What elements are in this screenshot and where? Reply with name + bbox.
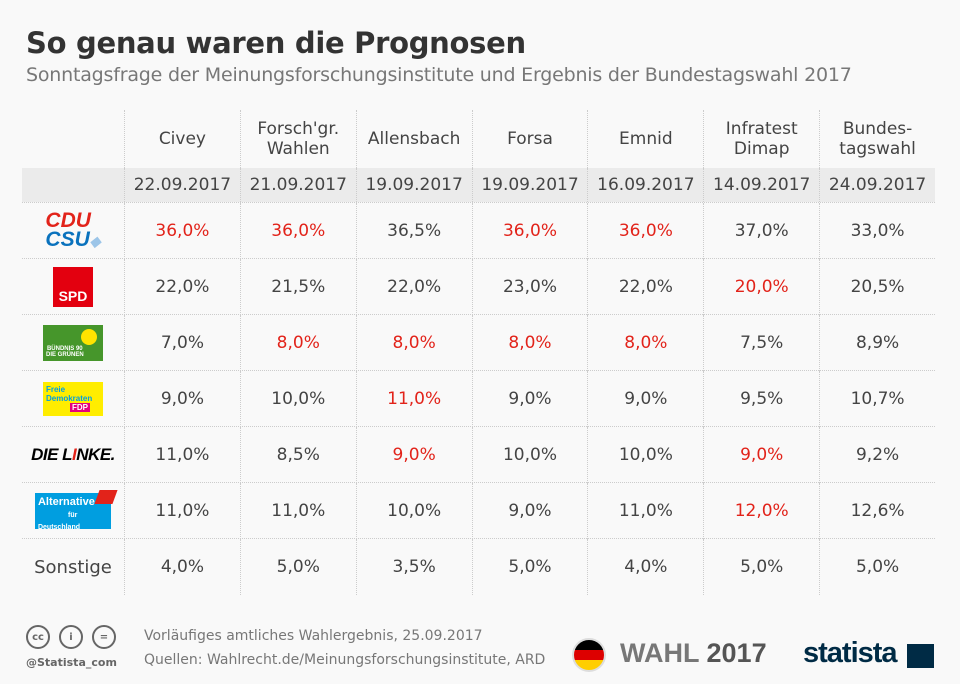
header-row: Civey Forsch'gr. Wahlen Allensbach Forsa Emn… [22, 110, 935, 168]
by-icon: i [59, 625, 83, 649]
value-cell: 36,0% [587, 203, 703, 259]
value-cell: 10,0% [471, 427, 588, 483]
value-cell: 9,0% [471, 483, 588, 539]
cc-icon: cc [26, 625, 50, 649]
value-cell: 5,0% [239, 539, 356, 595]
value-cell: 5,0% [471, 539, 588, 595]
footnote: Vorläufiges amtliches Wahlergebnis, 25.0… [144, 628, 483, 644]
table-row: Freie Demokraten FDP 9,0% 10,0% 11,0% 9,0% 9,0%… [22, 370, 935, 427]
column-header: Allensbach [355, 110, 472, 168]
page-title: So genau waren die Prognosen [26, 26, 526, 60]
column-header: Bundes- tagswahl [819, 110, 935, 168]
value-cell: 5,0% [703, 539, 819, 595]
value-cell: 11,0% [239, 483, 356, 539]
value-cell: 21,5% [239, 259, 356, 315]
wahl-2017-logo: WAHL 2017 [620, 638, 767, 669]
sources: Quellen: Wahlrecht.de/Meinungsforschungs… [144, 652, 546, 668]
statista-handle: @Statista_com [26, 656, 117, 669]
value-cell: 11,0% [123, 427, 240, 483]
value-cell: 36,5% [355, 203, 472, 259]
value-cell: 7,5% [703, 315, 819, 371]
value-cell: 12,6% [819, 483, 935, 539]
value-cell: 8,0% [239, 315, 356, 371]
column-date: 19.09.2017 [355, 168, 472, 202]
value-cell: 10,0% [355, 483, 472, 539]
wahl-year: 2017 [706, 638, 767, 668]
wahl-text: WAHL [620, 638, 699, 668]
value-cell: 4,0% [587, 539, 703, 595]
value-cell: 9,5% [703, 371, 819, 427]
column-header: Infratest Dimap [703, 110, 819, 168]
footer: cc i = @Statista_com Vorläufiges amtlich… [0, 620, 960, 684]
value-cell: 22,0% [355, 259, 472, 315]
table-row: Sonstige 4,0% 5,0% 3,5% 5,0% 4,0% 5,0% 5,0% [22, 538, 935, 595]
table-row: DIE LINKE. 11,0% 8,5% 9,0% 10,0% 10,0% 9,0% 9,2… [22, 426, 935, 483]
spd-logo: SPD [22, 259, 124, 315]
value-cell: 9,0% [587, 371, 703, 427]
table-row: BÜNDNIS 90 DIE GRÜNEN 7,0% 8,0% 8,0% 8,0% 8,0%… [22, 314, 935, 371]
column-header: Civey [123, 110, 240, 168]
column-date: 22.09.2017 [123, 168, 240, 202]
value-cell: 9,0% [471, 371, 588, 427]
statista-mark-icon [907, 644, 934, 668]
value-cell: 9,0% [123, 371, 240, 427]
cdu-logo: CDU CSU◆ [45, 209, 101, 251]
german-flag-icon [572, 638, 606, 672]
value-cell: 11,0% [123, 483, 240, 539]
value-cell: 5,0% [819, 539, 935, 595]
value-cell: 8,0% [587, 315, 703, 371]
value-cell: 11,0% [355, 371, 472, 427]
column-date: 24.09.2017 [819, 168, 935, 202]
party-label: Sonstige [22, 539, 124, 595]
value-cell: 37,0% [703, 203, 819, 259]
value-cell: 9,2% [819, 427, 935, 483]
value-cell: 8,0% [471, 315, 588, 371]
page-subtitle: Sonntagsfrage der Meinungsforschungsinst… [26, 64, 852, 86]
column-header: Emnid [587, 110, 703, 168]
value-cell: 11,0% [587, 483, 703, 539]
value-cell: 20,0% [703, 259, 819, 315]
value-cell: 8,0% [355, 315, 472, 371]
value-cell: 22,0% [587, 259, 703, 315]
value-cell: 22,0% [123, 259, 240, 315]
fdp-logo: Freie Demokraten FDP [22, 371, 124, 427]
statista-logo: statista [803, 637, 898, 669]
value-cell: 8,9% [819, 315, 935, 371]
afd-logo: Alternative für Deutschland [22, 483, 124, 539]
value-cell: 3,5% [355, 539, 472, 595]
table-row: SPD 22,0% 21,5% 22,0% 23,0% 22,0% 20,0% 20,5% [22, 258, 935, 315]
value-cell: 9,0% [703, 427, 819, 483]
column-date: 16.09.2017 [587, 168, 703, 202]
nd-icon: = [92, 625, 116, 649]
value-cell: 20,5% [819, 259, 935, 315]
column-date: 21.09.2017 [239, 168, 356, 202]
corner [22, 110, 124, 168]
poll-table: Civey Forsch'gr. Wahlen Allensbach Forsa Emn… [22, 110, 935, 595]
gruene-logo: BÜNDNIS 90 DIE GRÜNEN [22, 315, 124, 371]
value-cell: 9,0% [355, 427, 472, 483]
table-row: CDU CSU◆ 36,0% 36,0% 36,5% 36,0% 36,0% 37,0% 33,… [22, 202, 935, 259]
value-cell: 8,5% [239, 427, 356, 483]
date-row: 22.09.2017 21.09.2017 19.09.2017 19.09.2017… [22, 168, 935, 202]
party-name: Sonstige [34, 556, 112, 578]
table-row: Alternative für Deutschland 11,0% 11,0% 10,0… [22, 482, 935, 539]
column-date: 14.09.2017 [703, 168, 819, 202]
value-cell: 36,0% [239, 203, 356, 259]
column-header: Forsa [471, 110, 588, 168]
value-cell: 33,0% [819, 203, 935, 259]
value-cell: 36,0% [471, 203, 588, 259]
corner [22, 168, 124, 202]
value-cell: 10,0% [587, 427, 703, 483]
value-cell: 36,0% [123, 203, 240, 259]
value-cell: 4,0% [123, 539, 240, 595]
column-date: 19.09.2017 [471, 168, 588, 202]
column-header: Forsch'gr. Wahlen [239, 110, 356, 168]
linke-logo: DIE LINKE. [31, 445, 115, 464]
value-cell: 7,0% [123, 315, 240, 371]
value-cell: 23,0% [471, 259, 588, 315]
value-cell: 12,0% [703, 483, 819, 539]
value-cell: 10,0% [239, 371, 356, 427]
value-cell: 10,7% [819, 371, 935, 427]
